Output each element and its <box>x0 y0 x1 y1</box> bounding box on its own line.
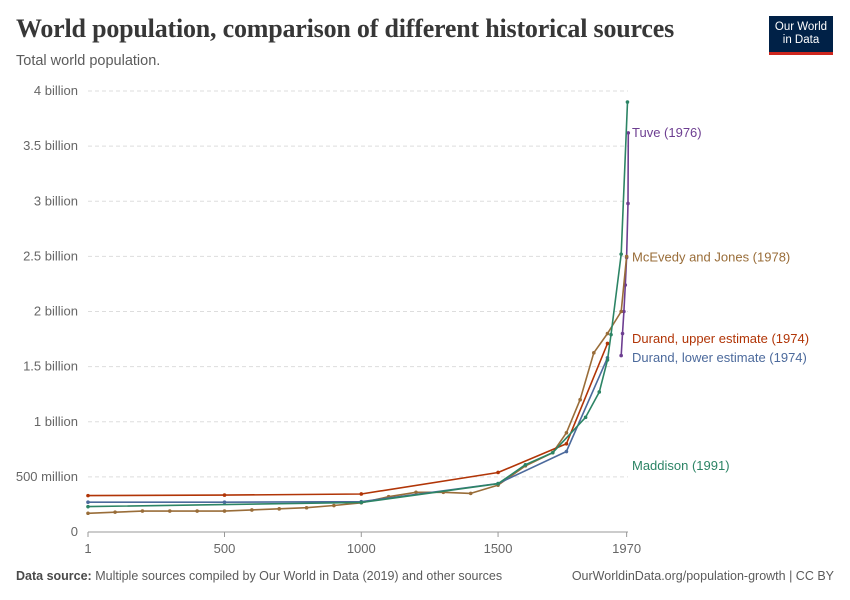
y-tick-label: 3.5 billion <box>23 138 78 153</box>
data-source: Data source: Multiple sources compiled b… <box>16 569 502 583</box>
axes: 0 500 million 1 billion 1.5 billion 2 billio… <box>16 83 641 556</box>
data-point[interactable] <box>626 201 630 206</box>
series-line[interactable] <box>88 357 609 504</box>
x-tick-label: 1000 <box>347 541 376 556</box>
data-point[interactable] <box>167 509 172 513</box>
data-source-text: Multiple sources compiled by Our World i… <box>95 569 503 583</box>
data-point[interactable] <box>564 442 569 446</box>
data-point[interactable] <box>605 341 610 346</box>
series-label[interactable]: Durand, lower estimate (1974) <box>632 350 807 365</box>
data-point[interactable] <box>523 462 528 467</box>
data-point[interactable] <box>86 500 90 505</box>
data-point[interactable] <box>332 503 336 508</box>
data-point[interactable] <box>620 331 625 336</box>
data-point[interactable] <box>496 470 500 475</box>
data-point[interactable] <box>605 331 610 336</box>
data-point[interactable] <box>496 481 500 486</box>
data-point[interactable] <box>222 509 227 513</box>
data-point[interactable] <box>626 131 631 135</box>
y-tick-label: 3 billion <box>34 193 78 208</box>
data-point[interactable] <box>624 254 629 259</box>
y-tick-label: 0 <box>71 524 78 539</box>
population-line-chart: 0 500 million 1 billion 1.5 billion 2 billio… <box>16 83 809 556</box>
data-point[interactable] <box>222 500 227 505</box>
series-label[interactable]: Durand, upper estimate (1974) <box>632 331 809 346</box>
x-tick-label: 1970 <box>612 541 641 556</box>
logo-line-2: in Data <box>782 34 820 46</box>
series-label[interactable]: Maddison (1991) <box>632 458 730 473</box>
y-tick-label: 500 million <box>16 469 78 484</box>
data-point[interactable] <box>140 509 145 513</box>
series-label[interactable]: McEvedy and Jones (1978) <box>632 249 790 264</box>
data-point[interactable] <box>622 309 626 314</box>
data-point[interactable] <box>304 505 309 510</box>
series-labels: Tuve (1976) McEvedy and Jones (1978) Duran… <box>632 125 809 473</box>
data-point[interactable] <box>113 510 117 514</box>
y-tick-label: 4 billion <box>34 83 78 98</box>
data-point[interactable] <box>564 449 569 454</box>
data-point[interactable] <box>86 493 90 498</box>
data-point[interactable] <box>277 507 282 511</box>
data-point[interactable] <box>222 493 227 497</box>
data-point[interactable] <box>583 415 588 420</box>
series-lines <box>86 100 631 516</box>
chart-title: World population, comparison of differen… <box>16 14 674 43</box>
data-point[interactable] <box>195 509 199 513</box>
data-point[interactable] <box>609 332 613 337</box>
credit-link[interactable]: OurWorldinData.org/population-growth | C… <box>571 569 834 583</box>
data-point[interactable] <box>468 491 473 496</box>
data-point[interactable] <box>619 252 623 256</box>
x-tick-label: 1500 <box>484 541 513 556</box>
x-tick-label: 1 <box>84 541 91 556</box>
data-point[interactable] <box>86 511 90 516</box>
data-point[interactable] <box>359 492 364 496</box>
data-point[interactable] <box>619 353 623 358</box>
series-line[interactable] <box>87 343 609 497</box>
logo-line-1: Our World <box>774 21 828 33</box>
y-tick-label: 2.5 billion <box>23 248 78 263</box>
data-point[interactable] <box>592 351 596 355</box>
data-point[interactable] <box>564 430 569 435</box>
data-point[interactable] <box>359 500 364 505</box>
data-point[interactable] <box>550 450 555 455</box>
data-point[interactable] <box>605 358 610 362</box>
data-point[interactable] <box>625 100 630 104</box>
y-tick-label: 1.5 billion <box>23 359 78 374</box>
data-point[interactable] <box>414 490 418 495</box>
grid-lines <box>88 90 628 478</box>
data-point[interactable] <box>619 309 623 314</box>
data-point[interactable] <box>578 397 582 402</box>
data-source-label: Data source: <box>16 569 92 583</box>
owid-logo[interactable]: Our World in Data <box>769 16 833 55</box>
series-line[interactable] <box>87 101 629 508</box>
data-point[interactable] <box>250 508 254 512</box>
data-point[interactable] <box>86 504 90 509</box>
y-tick-label: 1 billion <box>34 414 78 429</box>
y-tick-label: 2 billion <box>34 304 78 319</box>
series-label[interactable]: Tuve (1976) <box>632 125 702 140</box>
data-point[interactable] <box>597 390 602 394</box>
x-tick-label: 500 <box>214 541 236 556</box>
series-line[interactable] <box>87 256 628 515</box>
chart-subtitle: Total world population. <box>16 53 161 69</box>
